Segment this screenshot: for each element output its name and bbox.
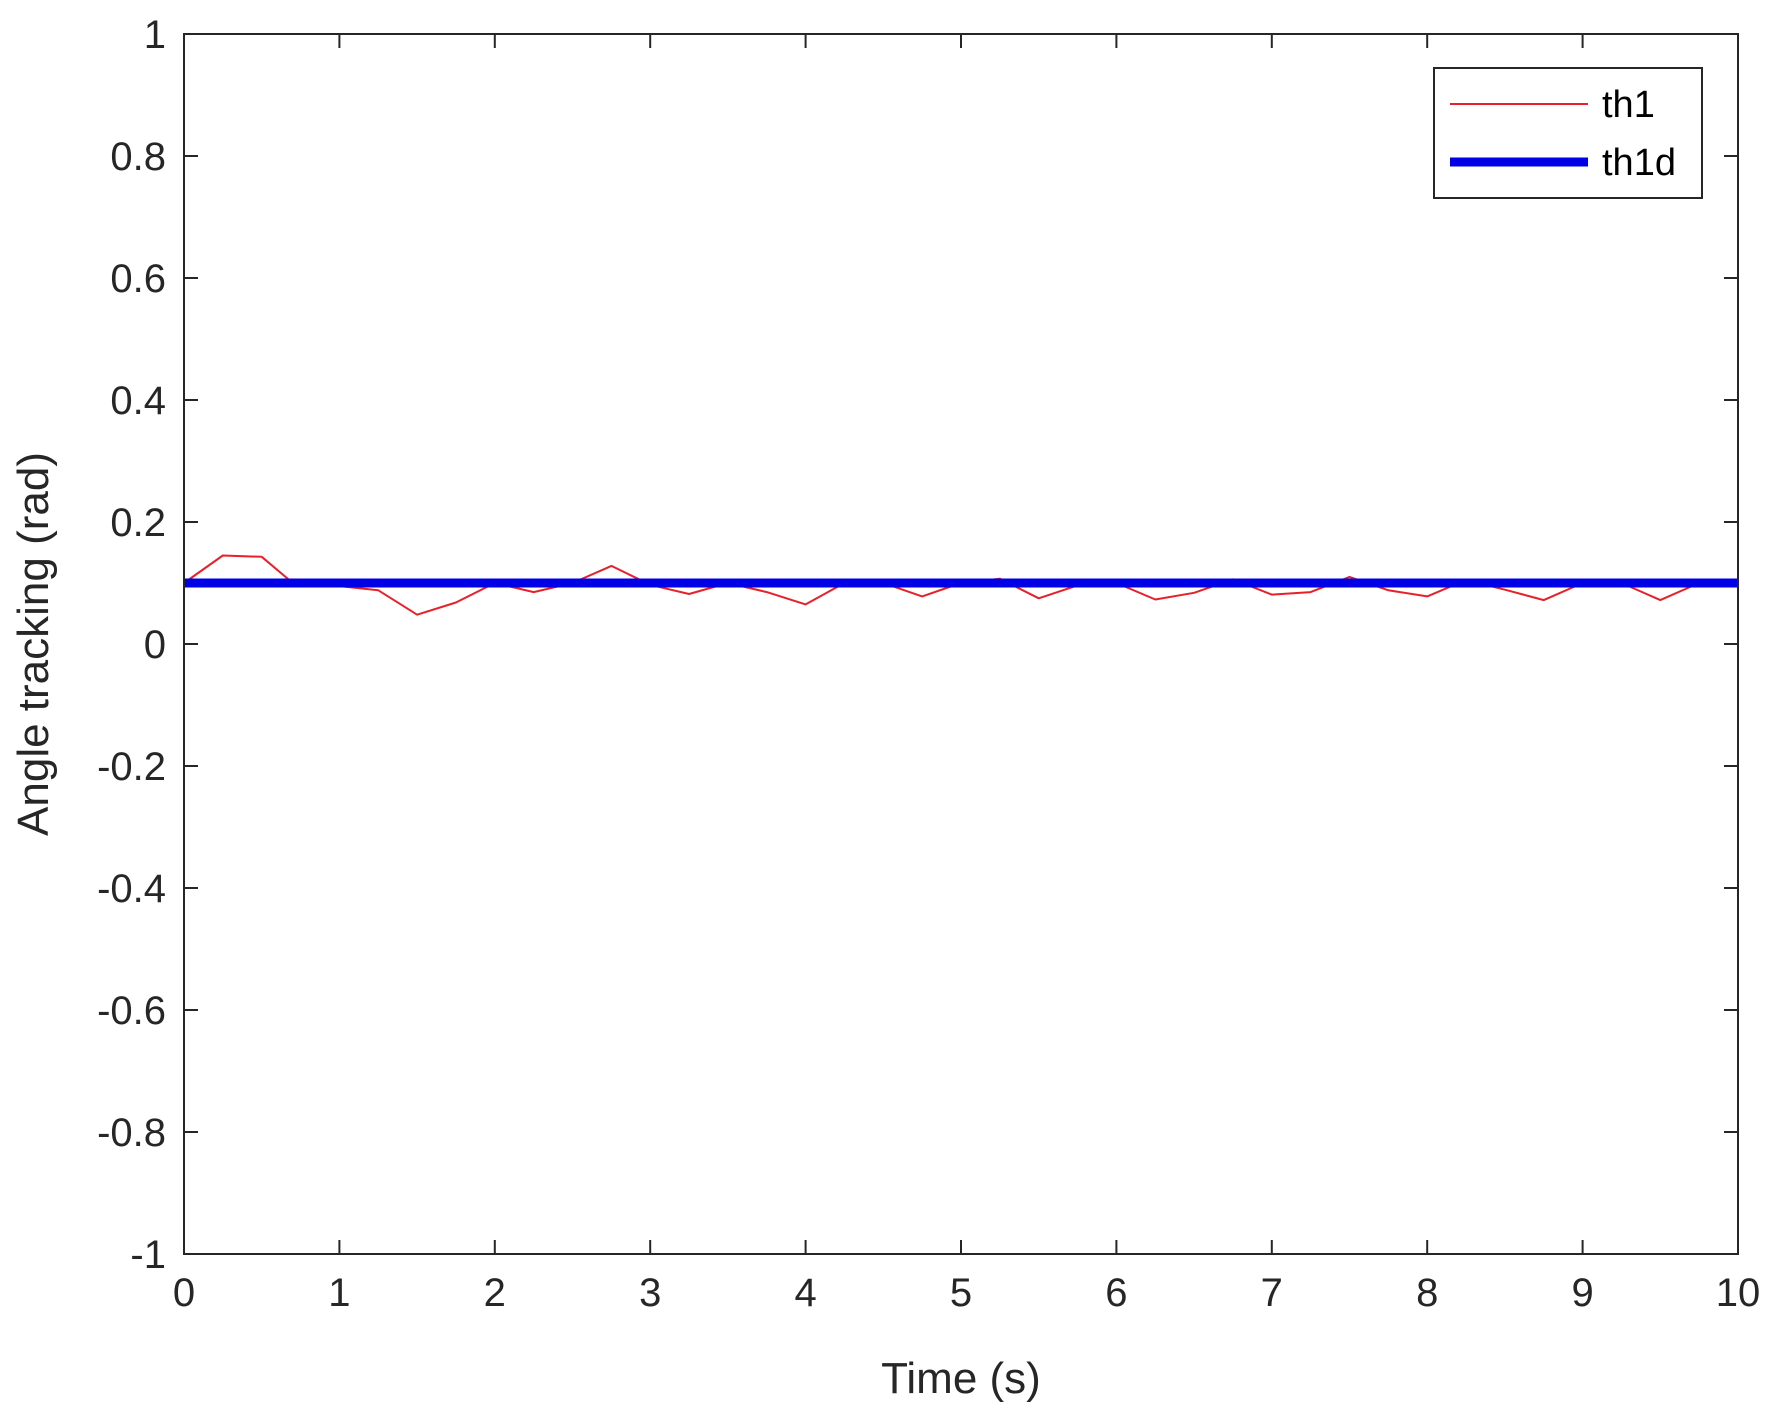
y-tick-label: -0.2 — [97, 745, 166, 789]
x-tick-label: 7 — [1261, 1271, 1283, 1315]
legend: th1 th1d — [1433, 67, 1703, 199]
y-tick-label: -0.6 — [97, 989, 166, 1033]
x-tick-label: 9 — [1571, 1271, 1593, 1315]
x-tick-label: 8 — [1416, 1271, 1438, 1315]
y-tick-label: 0.2 — [110, 501, 166, 545]
y-axis-ticks: -1 -0.8 -0.6 -0.4 -0.2 0 0.2 0.4 0.6 0.8 1 — [97, 13, 1738, 1277]
y-axis-label: Angle tracking (rad) — [9, 452, 58, 836]
y-tick-label: 1 — [144, 13, 166, 57]
legend-entry-th1: th1 — [1602, 84, 1655, 126]
x-tick-label: 1 — [328, 1271, 350, 1315]
x-tick-label: 0 — [173, 1271, 195, 1315]
y-tick-label: 0.4 — [110, 379, 166, 423]
x-tick-label: 6 — [1105, 1271, 1127, 1315]
x-axis-label: Time (s) — [881, 1354, 1041, 1403]
y-tick-label: 0.8 — [110, 135, 166, 179]
legend-box — [1433, 67, 1703, 199]
x-axis-ticks: 0 1 2 3 4 5 6 7 8 9 10 — [173, 34, 1760, 1315]
x-tick-label: 10 — [1716, 1271, 1761, 1315]
x-tick-label: 3 — [639, 1271, 661, 1315]
legend-entry-th1d: th1d — [1602, 142, 1676, 184]
y-tick-label: -1 — [130, 1233, 166, 1277]
axes-frame — [183, 33, 1739, 1255]
x-tick-label: 4 — [794, 1271, 816, 1315]
x-tick-label: 5 — [950, 1271, 972, 1315]
y-tick-label: 0 — [144, 623, 166, 667]
y-tick-label: -0.4 — [97, 867, 166, 911]
y-tick-label: 0.6 — [110, 257, 166, 301]
x-tick-label: 2 — [484, 1271, 506, 1315]
y-tick-label: -0.8 — [97, 1111, 166, 1155]
series-layer — [183, 554, 1738, 616]
